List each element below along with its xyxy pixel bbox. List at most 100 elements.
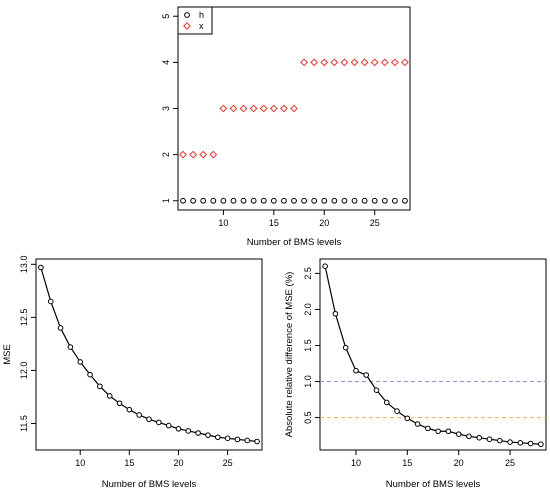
data-point <box>435 428 441 435</box>
data-point <box>136 412 142 418</box>
y-tick-label: 2.0 <box>303 303 313 316</box>
data-point-h <box>260 197 267 204</box>
x-tick-label: 25 <box>370 218 380 228</box>
data-point-h <box>230 197 237 204</box>
data-point <box>106 393 113 399</box>
data-point <box>57 325 64 331</box>
data-point-x <box>219 104 228 113</box>
data-point-h <box>270 197 277 204</box>
data-point <box>455 431 462 437</box>
data-point <box>425 425 431 432</box>
legend-label-x: x <box>199 21 204 31</box>
legend-marker-h <box>184 12 190 18</box>
y-tick-label: 3 <box>161 106 171 111</box>
data-point <box>175 425 182 432</box>
data-point-x <box>249 104 258 113</box>
legend-label-h: h <box>199 10 204 20</box>
y-tick-label: 5 <box>161 14 171 19</box>
data-point <box>126 406 133 413</box>
data-point <box>67 344 74 350</box>
series-line <box>40 267 258 443</box>
plot-frame <box>319 258 547 451</box>
data-point <box>224 435 231 442</box>
y-tick-label: 1.0 <box>303 375 313 388</box>
data-point <box>47 298 54 305</box>
data-point-h <box>250 197 257 204</box>
data-point-h <box>200 197 207 204</box>
data-point-h <box>341 197 348 204</box>
y-axis-label: Absolute relative difference of MSE (%) <box>284 272 295 438</box>
data-point-h <box>301 197 307 204</box>
data-point <box>507 439 513 445</box>
data-point-h <box>180 197 186 204</box>
x-tick-label: 20 <box>173 458 183 468</box>
x-tick-label: 25 <box>223 458 233 468</box>
data-point-h <box>311 197 318 204</box>
data-point-x <box>310 58 319 67</box>
data-point-x <box>380 58 389 67</box>
data-point-x <box>290 104 298 113</box>
data-point <box>77 359 84 365</box>
chart-panel-3: 10 15 20 25 0.5 1.0 1.5 2.0 2.5 Number of BMS lev… <box>284 258 547 490</box>
data-point-x <box>340 58 349 67</box>
data-point-x <box>330 58 339 67</box>
data-point-h <box>391 197 398 204</box>
data-point <box>342 344 349 351</box>
data-point-h <box>210 197 217 204</box>
data-point-x <box>370 58 379 67</box>
y-tick-label: 2 <box>161 152 171 157</box>
data-point <box>332 310 339 317</box>
data-point-h <box>190 197 197 204</box>
data-point <box>195 430 201 436</box>
data-point-x <box>229 104 238 113</box>
x-axis-label: Number of BMS levels <box>247 237 342 248</box>
chart-panel-2: 10 15 20 25 11.5 12.0 12.5 13.0 Number of BMS le… <box>2 256 263 490</box>
x-tick-label: 25 <box>505 458 515 468</box>
data-point <box>214 434 221 441</box>
data-point <box>205 432 211 438</box>
data-point-x <box>199 150 208 159</box>
data-point <box>404 415 411 422</box>
series-line <box>324 266 541 445</box>
data-point <box>165 422 172 429</box>
data-point-x <box>280 104 288 113</box>
y-tick-label: 1 <box>161 198 171 203</box>
data-point <box>87 371 93 378</box>
data-point <box>322 263 328 270</box>
data-point-x <box>189 150 198 159</box>
x-tick-label: 15 <box>269 218 279 228</box>
data-point <box>185 428 192 434</box>
data-point-x <box>390 58 399 67</box>
data-point <box>486 436 493 442</box>
x-tick-label: 20 <box>319 218 329 228</box>
y-tick-label: 12.0 <box>19 362 29 380</box>
data-point <box>383 399 390 406</box>
data-point-x <box>350 58 359 67</box>
x-tick-label: 10 <box>75 458 85 468</box>
data-point-x <box>209 150 218 159</box>
data-point <box>466 433 472 440</box>
data-point-x <box>239 104 248 113</box>
x-tick-label: 15 <box>402 458 412 468</box>
data-point-h <box>321 197 328 204</box>
x-tick-label: 10 <box>351 458 361 468</box>
data-point <box>394 408 400 414</box>
data-point <box>476 434 483 441</box>
data-point <box>146 416 152 423</box>
data-point-h <box>351 197 358 204</box>
data-point-x <box>401 58 409 67</box>
x-axis-label: Number of BMS levels <box>102 479 197 490</box>
x-tick-label: 10 <box>218 218 228 228</box>
legend: hx <box>177 6 213 35</box>
data-point-h <box>361 197 368 204</box>
data-point <box>517 439 524 446</box>
data-point-h <box>220 197 227 204</box>
y-axis-label: MSE <box>2 344 13 365</box>
plot-frame <box>35 258 263 451</box>
data-point <box>116 400 123 407</box>
y-tick-label: 1.5 <box>303 339 313 352</box>
data-point-x <box>300 58 308 67</box>
y-tick-label: 13.0 <box>19 256 29 274</box>
chart-panel-1: 10 15 20 25 1 2 3 4 5 Number of BMS levels hx <box>161 6 411 248</box>
